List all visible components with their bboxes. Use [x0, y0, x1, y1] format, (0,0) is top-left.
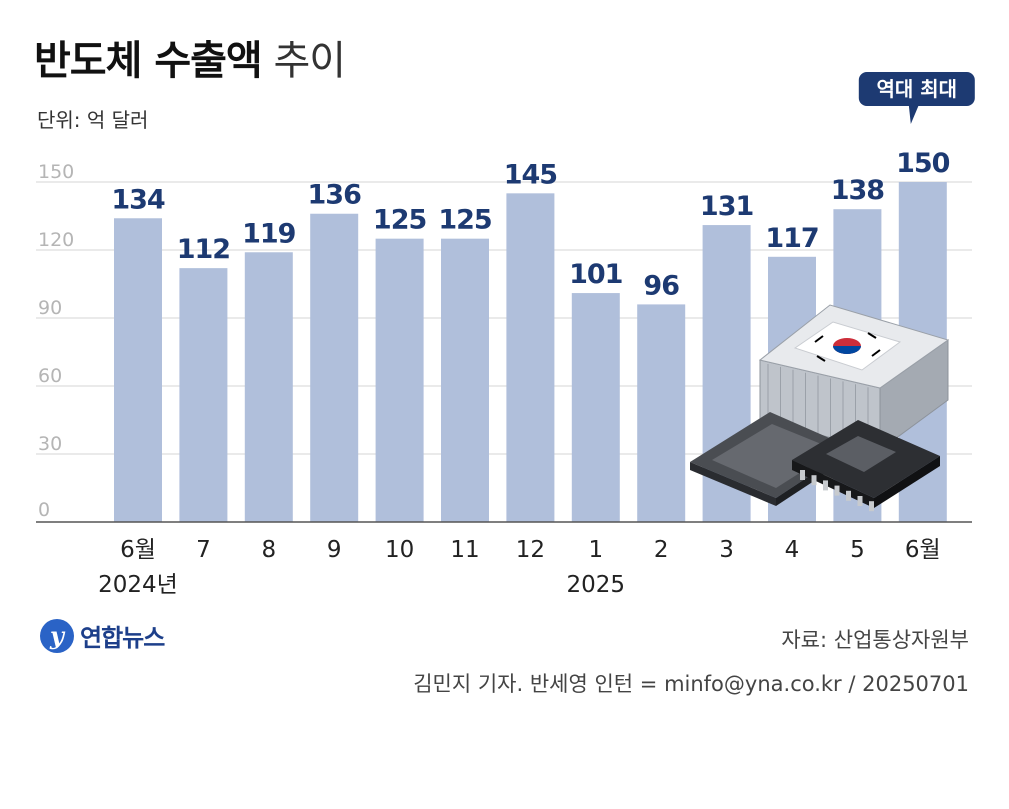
bar — [114, 218, 162, 522]
bar-value-label: 136 — [308, 180, 362, 211]
bar-value-label: 119 — [242, 218, 296, 249]
annotation-pointer — [908, 105, 919, 124]
yonhap-logo-text: 연합뉴스 — [80, 624, 165, 652]
bar — [506, 193, 555, 523]
x-tick-label: 11 — [450, 537, 479, 563]
annotation-text: 역대 최대 — [877, 77, 958, 101]
bar — [571, 293, 620, 522]
unit-label: 단위: 억 달러 — [37, 108, 149, 132]
chart-title-light: 추이 — [273, 38, 346, 84]
bar — [441, 238, 489, 522]
bar-value-label: 112 — [177, 234, 230, 265]
y-tick-label: 90 — [38, 297, 62, 319]
bar-value-label: 117 — [765, 223, 818, 254]
bar-value-label: 150 — [896, 148, 950, 179]
source-text: 자료: 산업통상자원부 — [781, 628, 969, 652]
x-tick-label: 12 — [516, 537, 545, 563]
x-tick-label: 1 — [588, 537, 603, 563]
y-tick-label: 0 — [38, 499, 50, 521]
yonhap-logo: y 연합뉴스 — [40, 618, 165, 653]
bar-value-label: 138 — [831, 175, 885, 206]
bar-value-label: 134 — [111, 184, 165, 215]
x-tick-label: 6월 — [905, 537, 941, 563]
x-tick-label: 9 — [327, 537, 342, 563]
annotation-callout — [858, 72, 975, 106]
y-tick-label: 30 — [38, 433, 62, 455]
x-tick-label: 6월 — [120, 537, 156, 563]
bar — [179, 268, 228, 522]
semiconductor-illustration — [690, 304, 950, 512]
x-tick-label: 10 — [385, 537, 414, 563]
yonhap-logo-icon: y — [40, 618, 74, 653]
x-tick-label: 3 — [719, 537, 734, 563]
chart-title-bold: 반도체 수출액 — [34, 38, 263, 84]
bar-value-label: 101 — [569, 259, 622, 290]
x-tick-label: 2 — [654, 537, 669, 563]
x-tick-label: 8 — [261, 537, 276, 563]
y-tick-label: 120 — [38, 229, 74, 251]
x-tick-label: 5 — [850, 537, 865, 563]
x-tick-label: 4 — [785, 537, 800, 563]
bar — [375, 238, 424, 522]
year-label: 2025 — [567, 572, 626, 598]
x-tick-label: 7 — [196, 537, 211, 563]
bar-value-label: 125 — [373, 205, 426, 236]
bar — [637, 304, 686, 522]
credit-text: 김민지 기자. 반세영 인턴 = minfo@yna.co.kr / 20250… — [413, 672, 969, 696]
bar-value-label: 125 — [438, 205, 491, 236]
bar-value-label: 96 — [643, 270, 679, 301]
bar — [310, 213, 359, 522]
y-tick-label: 60 — [38, 365, 62, 387]
chart-title: 반도체 수출액 추이 — [34, 28, 346, 86]
bar — [244, 252, 293, 522]
y-tick-label: 150 — [38, 161, 74, 183]
bar-value-label: 145 — [504, 159, 557, 190]
bar-value-label: 131 — [700, 191, 753, 222]
year-label: 2024년 — [98, 572, 178, 598]
